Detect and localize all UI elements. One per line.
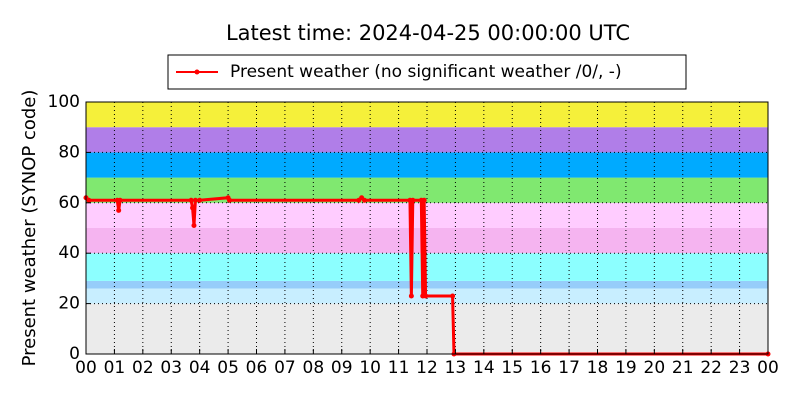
x-tick-label: 06 [246, 358, 268, 378]
data-point [423, 293, 429, 299]
data-point [191, 222, 197, 228]
data-point [86, 197, 92, 203]
legend: Present weather (no significant weather … [167, 54, 687, 90]
legend-marker [194, 69, 200, 75]
data-point [190, 205, 196, 211]
x-tick-label: 20 [644, 358, 666, 378]
background-band [86, 228, 768, 254]
x-tick-label: 07 [274, 358, 296, 378]
x-tick-label: 17 [558, 358, 580, 378]
x-tick-label: 05 [217, 358, 239, 378]
background-band [86, 253, 768, 281]
x-tick-label: 14 [473, 358, 495, 378]
data-point [116, 207, 122, 213]
y-tick-label: 0 [69, 344, 80, 364]
x-tick-label: 22 [700, 358, 722, 378]
x-tick-label: 00 [757, 358, 779, 378]
x-tick-label: 03 [160, 358, 182, 378]
x-tick-label: 01 [104, 358, 126, 378]
x-tick-label: 18 [587, 358, 609, 378]
x-tick-label: 12 [416, 358, 438, 378]
chart-title: Latest time: 2024-04-25 00:00:00 UTC [226, 21, 630, 45]
x-tick-label: 08 [303, 358, 325, 378]
bands [86, 102, 768, 354]
x-tick-label: 21 [672, 358, 694, 378]
data-point [227, 197, 233, 203]
y-tick-label: 60 [58, 193, 80, 213]
x-tick-label: 15 [501, 358, 523, 378]
x-tick-label: 09 [331, 358, 353, 378]
axes: 0 20 40 60 80 100 00 01 02 03 04 05 06 07 08 09 10 11 12 13… [48, 92, 779, 378]
y-tick-label: 40 [58, 243, 80, 263]
background-band [86, 303, 768, 354]
y-axis-label: Present weather (SYNOP code) [19, 90, 40, 367]
data-point [410, 197, 416, 203]
x-tick-label: 04 [189, 358, 211, 378]
data-point [450, 293, 456, 299]
x-tick-label: 16 [530, 358, 552, 378]
data-point [188, 197, 194, 203]
data-point [408, 293, 414, 299]
x-tick-label: 10 [359, 358, 381, 378]
data-point [197, 197, 203, 203]
background-band [86, 127, 768, 153]
y-tick-label: 20 [58, 294, 80, 314]
y-tick-label: 80 [58, 142, 80, 162]
legend-label: Present weather (no significant weather … [230, 62, 622, 82]
x-tick-label: 13 [445, 358, 467, 378]
y-tick-label: 100 [48, 92, 80, 112]
x-tick-label: 23 [729, 358, 751, 378]
background-band [86, 152, 768, 178]
x-tick-label: 11 [388, 358, 410, 378]
data-point [117, 197, 123, 203]
plot [83, 195, 771, 357]
data-point [421, 197, 427, 203]
legend-box [167, 54, 687, 90]
x-tick-label: 19 [615, 358, 637, 378]
data-point [361, 197, 367, 203]
x-tick-label: 00 [75, 358, 97, 378]
x-tick-label: 02 [132, 358, 154, 378]
background-band [86, 280, 768, 289]
data-point [192, 197, 198, 203]
